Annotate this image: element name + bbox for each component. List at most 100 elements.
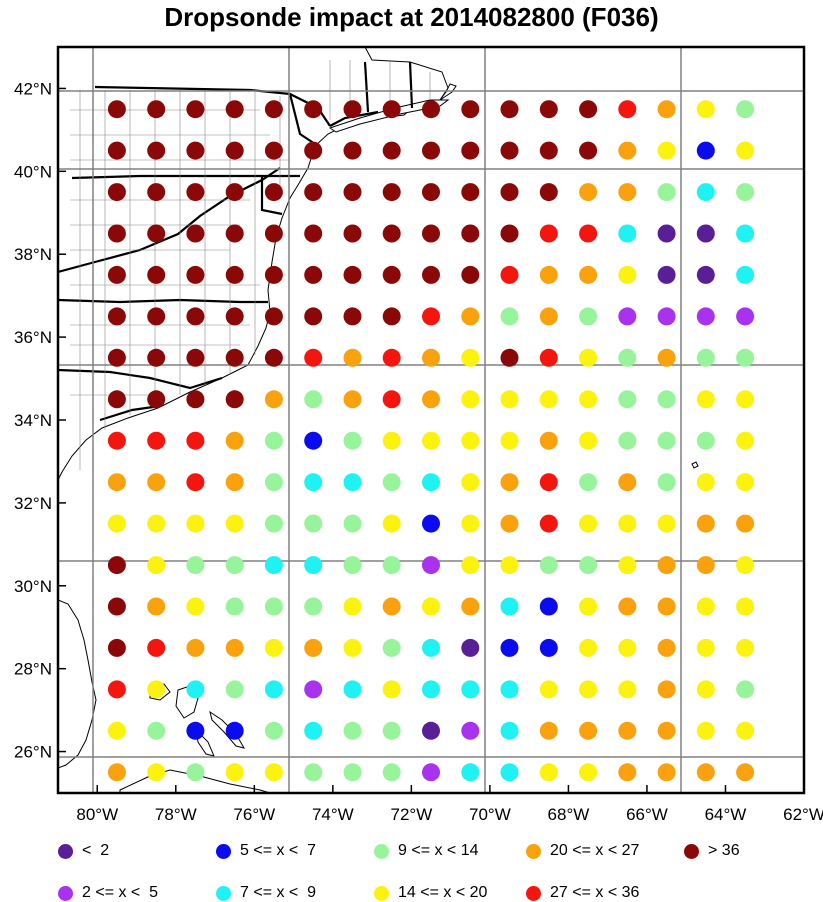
impact-point xyxy=(343,100,362,119)
impact-point xyxy=(225,265,244,284)
longitude-tick-label: 76°W xyxy=(233,805,275,824)
longitude-tick-label: 70°W xyxy=(469,805,511,824)
impact-point xyxy=(304,224,323,243)
impact-point xyxy=(225,183,244,202)
legend-label: 9 <= x < 14 xyxy=(398,842,479,859)
impact-point xyxy=(422,763,440,782)
impact-point xyxy=(264,348,283,367)
impact-point xyxy=(579,556,598,575)
latitude-tick-label: 30°N xyxy=(14,577,52,596)
impact-point xyxy=(147,721,166,740)
legend-label: > 36 xyxy=(708,842,740,859)
impact-point xyxy=(147,556,166,575)
impact-point xyxy=(618,514,637,533)
impact-point xyxy=(618,390,637,409)
impact-point xyxy=(736,514,755,533)
impact-point xyxy=(343,431,362,450)
legend-label: 2 <= x < 5 xyxy=(82,884,159,901)
legend-label: 14 <= x < 20 xyxy=(398,884,488,901)
impact-point xyxy=(264,597,283,616)
impact-point xyxy=(343,265,362,284)
impact-point xyxy=(382,514,401,533)
impact-point xyxy=(225,348,244,367)
impact-point xyxy=(696,183,715,202)
impact-point xyxy=(382,307,401,326)
impact-point xyxy=(107,100,126,119)
impact-point xyxy=(382,597,401,616)
impact-point xyxy=(225,431,244,450)
latitude-tick-label: 38°N xyxy=(14,245,52,264)
impact-point xyxy=(736,763,755,782)
impact-point xyxy=(304,390,323,409)
impact-point xyxy=(422,307,440,326)
impact-point xyxy=(382,348,401,367)
impact-point xyxy=(422,431,440,450)
impact-point xyxy=(539,514,558,533)
impact-point xyxy=(343,473,362,492)
impact-point xyxy=(579,763,598,782)
impact-point xyxy=(186,265,205,284)
impact-point xyxy=(657,141,676,160)
longitude-tick-label: 74°W xyxy=(312,805,354,824)
bermuda xyxy=(691,461,699,469)
impact-point xyxy=(579,307,598,326)
impact-point xyxy=(736,390,755,409)
impact-point xyxy=(225,556,244,575)
impact-point xyxy=(657,597,676,616)
impact-point xyxy=(500,141,519,160)
impact-point xyxy=(107,638,126,657)
florida-land xyxy=(58,599,97,769)
impact-point xyxy=(736,307,755,326)
impact-point xyxy=(264,307,283,326)
impact-point xyxy=(736,473,755,492)
impact-point xyxy=(579,721,598,740)
impact-point xyxy=(539,431,558,450)
impact-point xyxy=(657,638,676,657)
impact-point xyxy=(304,680,323,699)
impact-point xyxy=(147,638,166,657)
impact-point xyxy=(225,763,244,782)
impact-point xyxy=(422,514,440,533)
impact-point xyxy=(579,597,598,616)
impact-point xyxy=(264,431,283,450)
impact-point xyxy=(736,597,755,616)
impact-point xyxy=(657,473,676,492)
impact-point xyxy=(107,265,126,284)
impact-point xyxy=(382,556,401,575)
impact-point xyxy=(225,390,244,409)
impact-point xyxy=(696,721,715,740)
impact-point xyxy=(304,721,323,740)
impact-point xyxy=(147,597,166,616)
longitude-tick-label: 78°W xyxy=(155,805,197,824)
impact-point xyxy=(107,307,126,326)
impact-point xyxy=(107,473,126,492)
impact-point xyxy=(539,680,558,699)
map-title: Dropsonde impact at 2014082800 (F036) xyxy=(164,2,659,32)
impact-point xyxy=(696,514,715,533)
impact-point xyxy=(225,721,244,740)
latitude-labels: 42°N 40°N 38°N 36°N 34°N 32°N 30°N 28°N 26°N xyxy=(14,79,52,761)
impact-point xyxy=(696,141,715,160)
impact-point xyxy=(264,100,283,119)
impact-point xyxy=(304,638,323,657)
impact-point xyxy=(736,265,755,284)
impact-point xyxy=(382,183,401,202)
impact-point xyxy=(461,431,480,450)
impact-point xyxy=(539,763,558,782)
latitude-tick-label: 40°N xyxy=(14,162,52,181)
legend-swatch xyxy=(58,843,73,859)
impact-point xyxy=(618,431,637,450)
impact-point xyxy=(107,556,126,575)
impact-point xyxy=(657,348,676,367)
impact-point xyxy=(186,763,205,782)
impact-point xyxy=(500,680,519,699)
impact-point xyxy=(343,721,362,740)
legend-item: 5 <= x < 7 xyxy=(216,842,316,860)
impact-point xyxy=(304,265,323,284)
impact-point xyxy=(422,141,440,160)
impact-point xyxy=(696,307,715,326)
impact-point xyxy=(422,224,440,243)
impact-point xyxy=(186,100,205,119)
longitude-tick-label: 72°W xyxy=(390,805,432,824)
legend-item: 7 <= x < 9 xyxy=(216,884,316,902)
